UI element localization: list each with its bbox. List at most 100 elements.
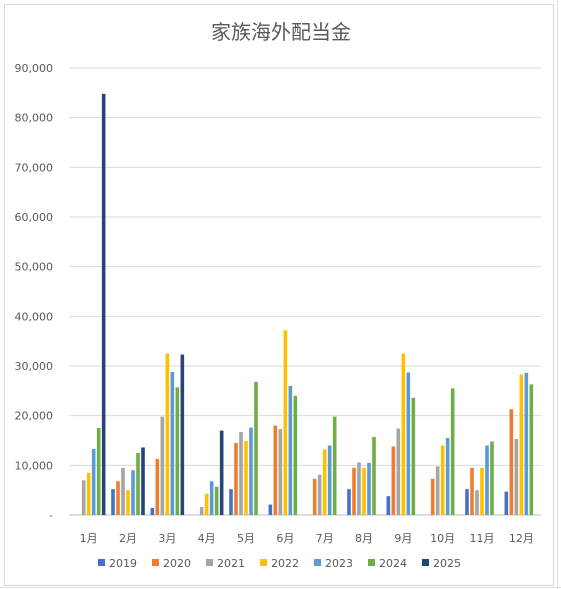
bar[interactable] — [126, 490, 130, 515]
bar[interactable] — [254, 381, 258, 515]
chart-title: 家族海外配当金 — [211, 20, 351, 44]
bar[interactable] — [111, 489, 115, 515]
bar[interactable] — [86, 472, 91, 515]
bar[interactable] — [386, 496, 391, 515]
bar[interactable] — [372, 437, 376, 515]
bar[interactable] — [155, 458, 160, 515]
bar[interactable] — [529, 384, 534, 515]
bar[interactable] — [165, 353, 170, 515]
bar[interactable] — [101, 93, 106, 516]
legend-entry[interactable]: 2020 — [163, 557, 191, 570]
bar[interactable] — [352, 467, 356, 515]
bar[interactable] — [465, 489, 469, 515]
bar[interactable] — [485, 445, 489, 515]
bar[interactable] — [391, 446, 396, 515]
legend-entry[interactable]: 2022 — [271, 557, 299, 570]
bar-chart: 家族海外配当金 - 10,000 20,000 30,000 40,000 50,000 6… — [15, 20, 541, 570]
bar[interactable] — [357, 462, 361, 515]
bar[interactable] — [450, 388, 455, 515]
bar[interactable] — [367, 462, 371, 515]
bar[interactable] — [249, 427, 253, 515]
legend-entry[interactable]: 2019 — [109, 557, 137, 570]
bar[interactable] — [81, 480, 86, 515]
legend-entry[interactable]: 2021 — [217, 557, 245, 570]
sheet-gridline — [557, 0, 558, 589]
bar[interactable] — [180, 354, 185, 515]
bar[interactable] — [136, 452, 140, 515]
bar[interactable] — [229, 489, 233, 515]
bar[interactable] — [293, 395, 298, 515]
bar[interactable] — [470, 467, 474, 515]
bar[interactable] — [322, 449, 327, 515]
y-tick-label: 10,000 — [15, 459, 54, 472]
bar[interactable] — [327, 445, 332, 515]
legend-entry[interactable]: 2025 — [433, 557, 461, 570]
bar[interactable] — [273, 425, 278, 515]
bar[interactable] — [406, 372, 411, 515]
bar[interactable] — [312, 478, 317, 515]
legend-swatch — [368, 559, 375, 566]
legend-swatch — [314, 559, 321, 566]
y-tick-label: 70,000 — [15, 161, 54, 174]
bar[interactable] — [440, 445, 445, 515]
x-tick-label: 9月 — [394, 532, 412, 545]
bar[interactable] — [288, 385, 293, 515]
bar[interactable] — [362, 467, 366, 515]
bar[interactable] — [430, 478, 435, 515]
x-tick-label: 12月 — [509, 532, 534, 545]
bar[interactable] — [268, 504, 273, 515]
bar[interactable] — [91, 448, 96, 515]
bar[interactable] — [239, 432, 243, 515]
bar[interactable] — [209, 481, 214, 515]
bar[interactable] — [170, 371, 175, 515]
bar[interactable] — [204, 493, 209, 515]
bar[interactable] — [509, 409, 514, 515]
bar[interactable] — [244, 440, 248, 515]
legend-swatch — [206, 559, 213, 566]
bar[interactable] — [317, 474, 322, 515]
bar[interactable] — [332, 416, 337, 515]
x-tick-label: 10月 — [430, 532, 455, 545]
bar[interactable] — [234, 442, 238, 515]
bar[interactable] — [411, 397, 416, 515]
bars — [81, 93, 534, 516]
bar[interactable] — [160, 416, 165, 515]
bar[interactable] — [524, 372, 529, 515]
bar[interactable] — [519, 374, 524, 515]
chart-area[interactable]: 家族海外配当金 - 10,000 20,000 30,000 40,000 50,000 6… — [4, 4, 554, 586]
bar[interactable] — [131, 470, 135, 515]
legend: 2019 2020 2021 2022 2023 2024 2025 — [98, 557, 461, 570]
bar[interactable] — [283, 330, 288, 515]
legend-swatch — [152, 559, 159, 566]
bar[interactable] — [480, 467, 484, 515]
bar[interactable] — [199, 507, 204, 515]
y-tick-label: - — [49, 509, 53, 522]
bar[interactable] — [141, 447, 145, 515]
bar[interactable] — [219, 430, 224, 515]
y-tick-label: 50,000 — [15, 261, 54, 274]
bar[interactable] — [435, 466, 440, 515]
bar[interactable] — [445, 438, 450, 515]
bar[interactable] — [401, 353, 406, 515]
y-tick-label: 40,000 — [15, 310, 54, 323]
bar[interactable] — [116, 481, 120, 515]
bar[interactable] — [214, 486, 219, 515]
y-tick-label: 90,000 — [15, 62, 54, 75]
legend-entry[interactable]: 2024 — [379, 557, 407, 570]
y-tick-label: 30,000 — [15, 360, 54, 373]
bar[interactable] — [150, 508, 155, 515]
bar[interactable] — [490, 441, 494, 515]
legend-entry[interactable]: 2023 — [325, 557, 353, 570]
bar[interactable] — [175, 387, 180, 515]
bar[interactable] — [475, 490, 479, 515]
x-tick-label: 2月 — [119, 532, 137, 545]
bar[interactable] — [278, 429, 283, 515]
bar[interactable] — [514, 439, 519, 515]
legend-swatch — [98, 559, 105, 566]
bar[interactable] — [121, 467, 125, 515]
sheet-gridline — [0, 587, 561, 588]
bar[interactable] — [504, 491, 509, 515]
bar[interactable] — [347, 489, 351, 515]
bar[interactable] — [396, 428, 401, 515]
bar[interactable] — [96, 428, 101, 515]
